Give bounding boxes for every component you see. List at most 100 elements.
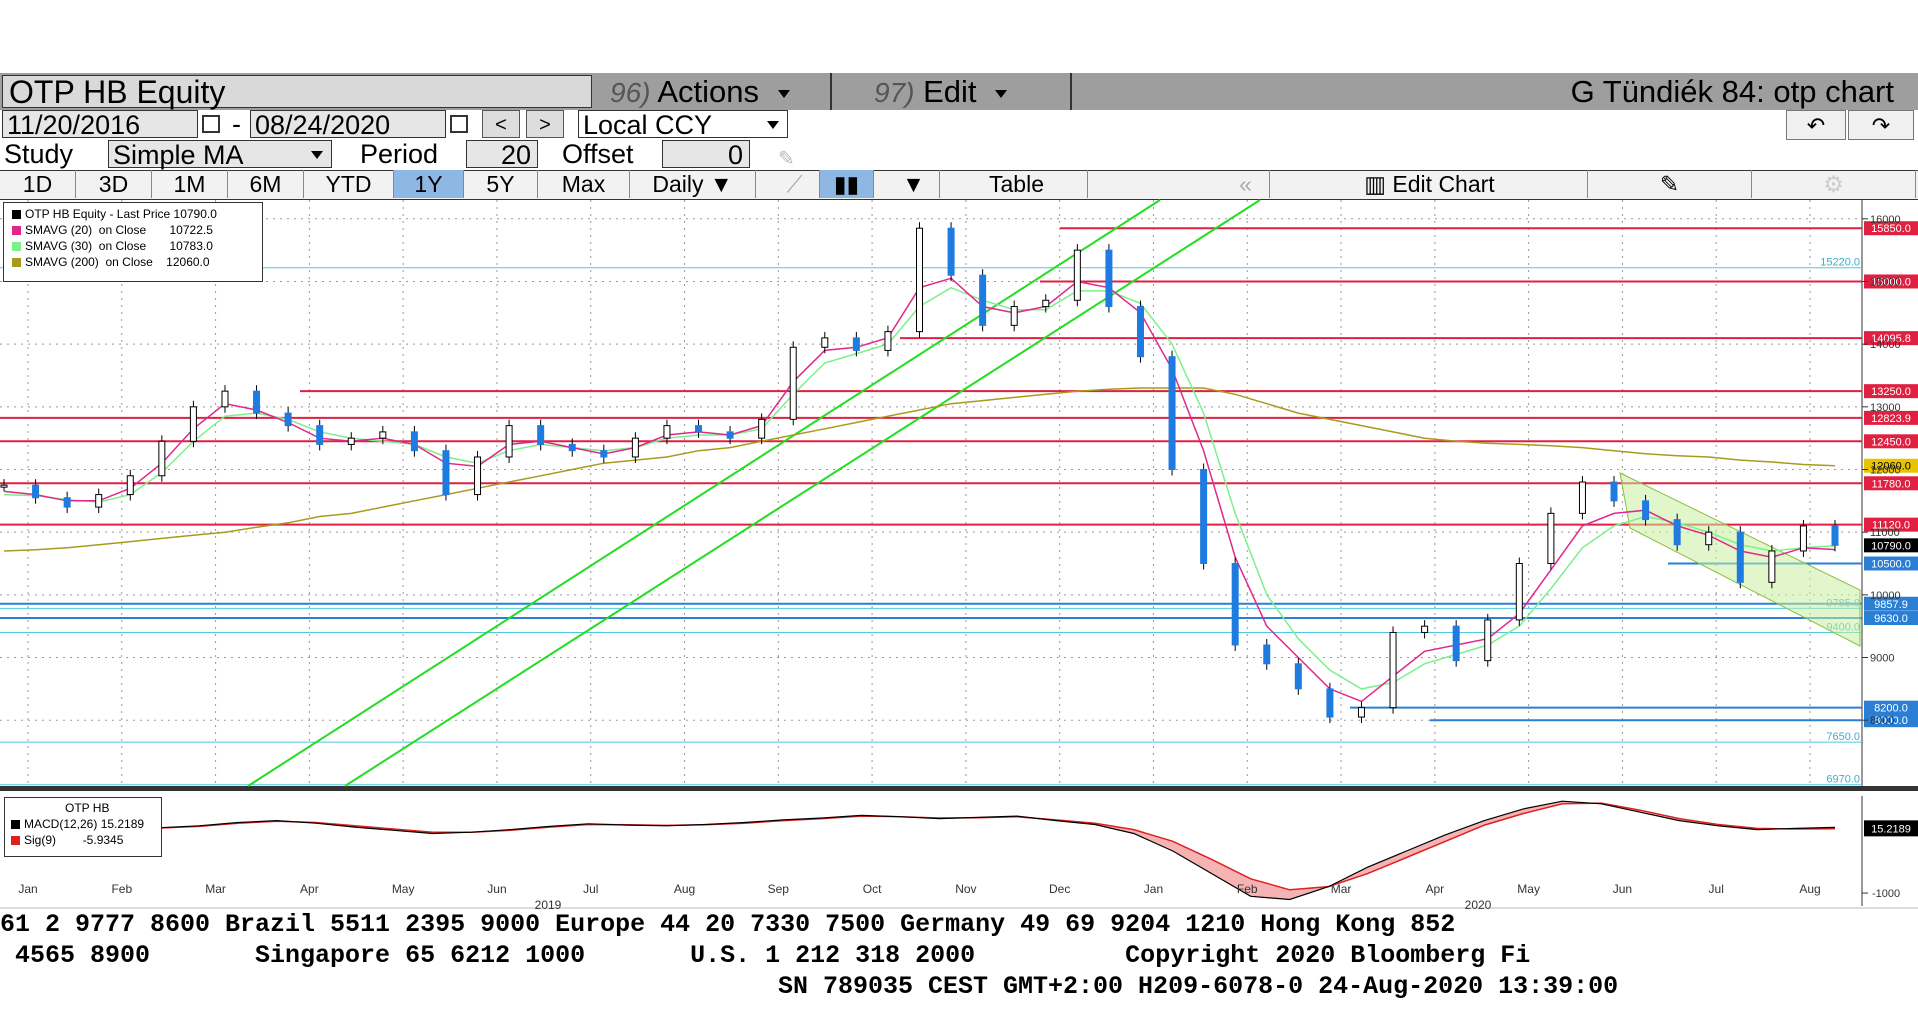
edit-chart-button[interactable]: ▥ Edit Chart: [1272, 170, 1588, 198]
date-separator: -: [232, 109, 241, 139]
y-tick-label: 10000: [1870, 590, 1901, 602]
price-candle: [1452, 625, 1460, 662]
candle-chart-icon[interactable]: ▮▮: [820, 170, 874, 198]
security-input[interactable]: OTP HB Equity: [2, 75, 592, 109]
level-tag: [1864, 596, 1918, 611]
x-tick-label: Apr: [300, 882, 319, 896]
price-tag: [1864, 458, 1918, 473]
legend-value: 10783.0: [169, 239, 213, 253]
redo-button[interactable]: ↷: [1848, 110, 1914, 140]
tab-1y[interactable]: 1Y: [394, 170, 464, 198]
table-button[interactable]: Table: [946, 170, 1088, 198]
price-candle: [852, 337, 860, 351]
price-candle: [1168, 356, 1176, 470]
level-label: 15850.0: [1871, 223, 1911, 235]
chart-series: [0, 222, 1839, 724]
chart-icon: ▥: [1364, 171, 1387, 197]
frequency-select[interactable]: Daily ▼: [630, 170, 756, 198]
x-tick-label: Feb: [1237, 882, 1258, 896]
line-chart-icon[interactable]: ⟋: [770, 170, 820, 198]
offset-input[interactable]: 0: [662, 140, 750, 169]
trend-line-lower: [247, 199, 1161, 787]
price-chart[interactable]: 15850.0 15000.0 14095.8 13250.0 12823.9 12450…: [0, 198, 1918, 910]
x-tick-label: Sep: [768, 882, 790, 896]
study-label: Study: [4, 139, 74, 169]
price-candle: [316, 425, 324, 445]
x-tick-label: Jun: [487, 882, 506, 896]
price-candle: [95, 494, 103, 508]
legend-value: 15.2189: [100, 817, 145, 831]
year-label: 2019: [535, 898, 562, 910]
edit-chart-label: Edit Chart: [1392, 171, 1495, 197]
collapse-left-icon[interactable]: «: [1222, 170, 1270, 198]
pencil-icon[interactable]: ✎: [778, 148, 795, 170]
prev-period-button[interactable]: <: [482, 110, 520, 138]
level-tag: [1864, 434, 1918, 449]
start-date-field[interactable]: 11/20/2016: [2, 110, 198, 139]
level-label: 8000.0: [1874, 715, 1908, 727]
price-candle: [221, 390, 229, 408]
end-date-field[interactable]: 08/24/2020: [250, 110, 446, 139]
price-candle: [32, 484, 40, 499]
price-candle: [63, 497, 71, 508]
level-label: 13250.0: [1871, 386, 1911, 398]
annotate-icon[interactable]: ✎: [1588, 170, 1752, 198]
price-candle: [126, 475, 134, 496]
level-label: 14095.8: [1871, 333, 1911, 345]
level-label: 11120.0: [1872, 520, 1910, 532]
calendar-icon[interactable]: [450, 115, 468, 133]
price-candle: [1642, 500, 1650, 521]
undo-button[interactable]: ↶: [1786, 110, 1846, 140]
price-candle: [600, 450, 608, 458]
x-tick-label: Mar: [205, 882, 226, 896]
edit-label: Edit: [923, 74, 977, 109]
tab-ytd[interactable]: YTD: [304, 170, 394, 198]
price-candle: [1389, 631, 1397, 709]
tab-1d[interactable]: 1D: [0, 170, 76, 198]
legend-label: SMAVG (200) on Close: [25, 255, 153, 269]
tab-max[interactable]: Max: [538, 170, 630, 198]
tab-3d[interactable]: 3D: [76, 170, 152, 198]
footer-line-1: 61 2 9777 8600 Brazil 5511 2395 9000 Eur…: [0, 910, 1456, 939]
level-tag: [1864, 331, 1918, 346]
calendar-icon[interactable]: [202, 115, 220, 133]
chevron-down-icon: ▼: [709, 171, 733, 197]
chart-legend: OTP HB Equity - Last Price 10790.0 SMAVG…: [3, 202, 263, 282]
gear-icon[interactable]: ⚙: [1752, 170, 1916, 198]
chevron-down-icon: [995, 89, 1008, 98]
tab-5y[interactable]: 5Y: [464, 170, 538, 198]
edit-number: 97): [874, 77, 915, 108]
level-tag: [1864, 221, 1918, 236]
level-tag: [1864, 700, 1918, 715]
legend-value: 12060.0: [166, 255, 210, 269]
chevron-down-icon: [777, 89, 790, 98]
next-period-button[interactable]: >: [526, 110, 564, 138]
x-tick-label: Jan: [1144, 882, 1163, 896]
price-candle: [726, 431, 734, 439]
tab-6m[interactable]: 6M: [228, 170, 304, 198]
tab-1m[interactable]: 1M: [152, 170, 228, 198]
macd-tick-label: -1000: [1872, 888, 1900, 900]
legend-row: SMAVG (200) on Close 12060.0: [12, 255, 210, 270]
legend-label: SMAVG (20) on Close: [25, 223, 147, 237]
period-input[interactable]: 20: [466, 140, 538, 169]
study-select[interactable]: Simple MA: [108, 140, 332, 169]
macd-line: [159, 800, 1836, 901]
price-candle: [916, 227, 923, 333]
price-candle: [1421, 625, 1429, 633]
light-level-label: 7650.0: [1826, 731, 1860, 743]
edit-menu[interactable]: 97) Edit: [834, 73, 1072, 110]
currency-select[interactable]: Local CCY: [578, 110, 788, 139]
page-title: G Tündiék 84: otp chart: [1570, 74, 1894, 109]
x-tick-label: May: [392, 882, 415, 896]
y-axis: 16000 15000 14000 13000 12000 11000 10000 9000 8…: [1862, 214, 1901, 727]
trend-line-upper: [344, 199, 1261, 787]
level-label: 12823.9: [1871, 413, 1911, 425]
x-tick-label: Apr: [1425, 882, 1444, 896]
price-candle: [758, 418, 766, 439]
chart-type-dropdown[interactable]: ▼: [888, 170, 940, 198]
level-tag: [1864, 410, 1918, 425]
actions-menu[interactable]: 96) Actions: [596, 73, 832, 110]
price-candle: [1673, 519, 1681, 546]
y-tick-label: 11000: [1870, 527, 1900, 539]
